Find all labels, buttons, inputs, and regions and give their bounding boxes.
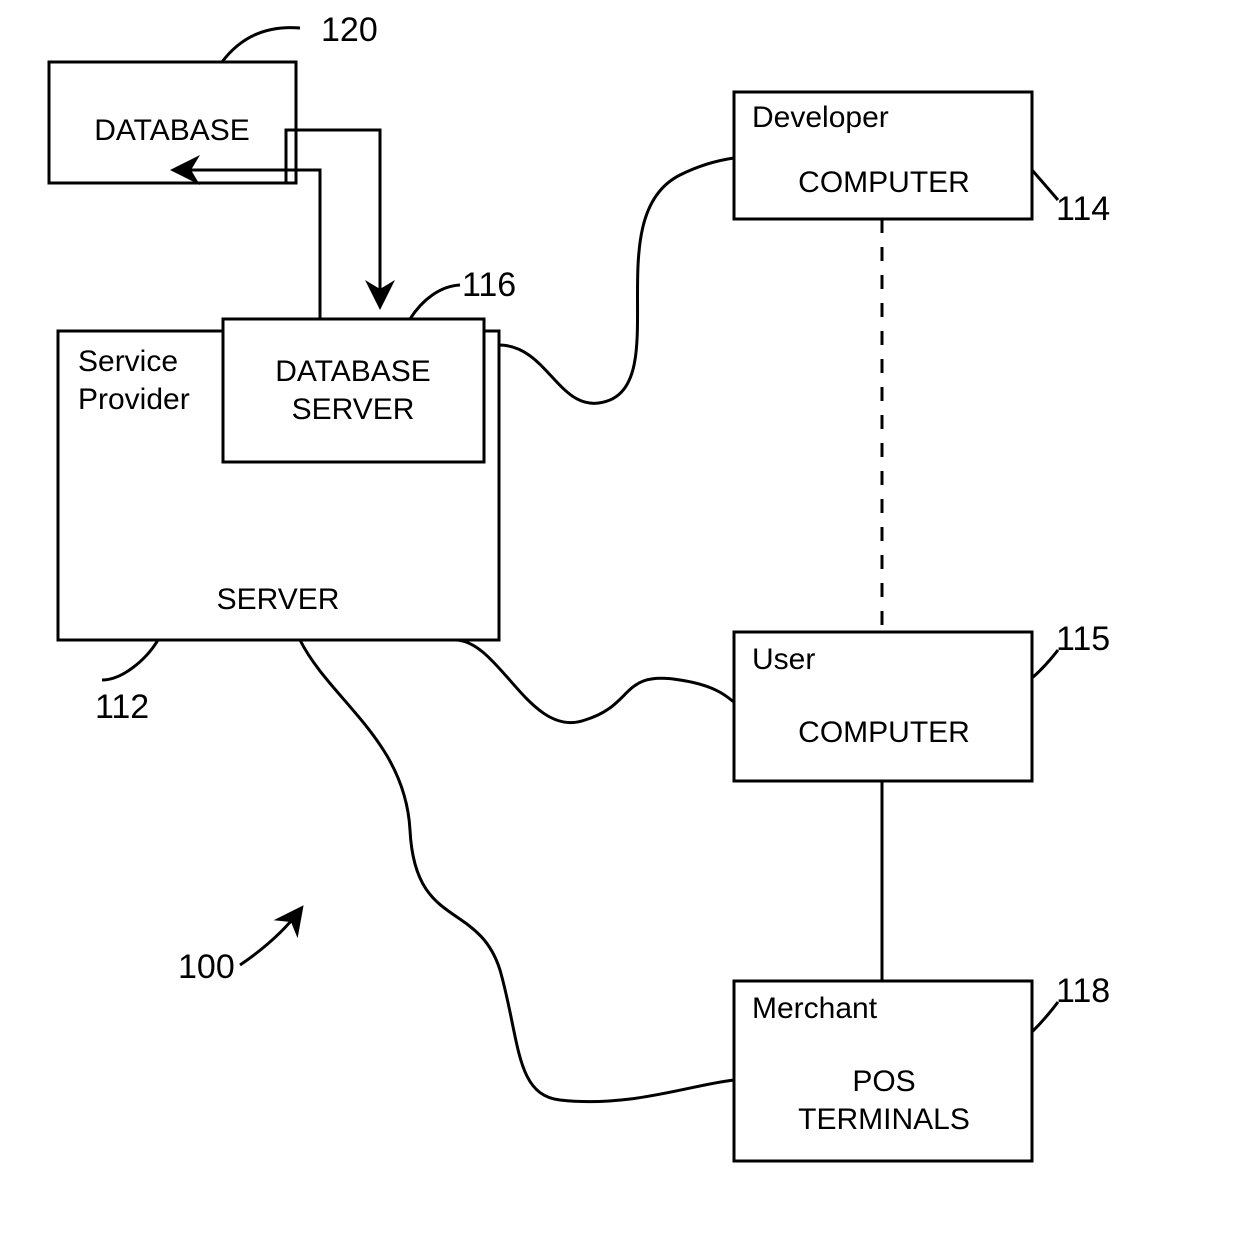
database_server-label-1: SERVER: [292, 393, 415, 426]
merchant-ref: 118: [1056, 972, 1110, 1010]
user-label-1: COMPUTER: [798, 716, 970, 749]
developer-label-0: Developer: [752, 101, 889, 134]
service_provider-label-2: SERVER: [217, 583, 340, 616]
user-label-0: User: [752, 643, 815, 676]
database-label-0: DATABASE: [94, 114, 250, 147]
developer-label-1: COMPUTER: [798, 166, 970, 199]
merchant-label-2: TERMINALS: [798, 1103, 970, 1136]
merchant-label-1: POS: [852, 1065, 915, 1098]
user-ref: 115: [1056, 620, 1110, 658]
service_provider-label-1: Provider: [78, 383, 190, 416]
service_provider-label-0: Service: [78, 345, 178, 378]
database_server-box: [223, 319, 484, 462]
merchant-label-0: Merchant: [752, 992, 878, 1025]
service_provider-ref: 112: [95, 688, 149, 726]
developer-ref: 114: [1056, 190, 1110, 228]
figure-ref-label: 100: [178, 948, 235, 986]
database_server-ref: 116: [462, 266, 516, 304]
database-ref: 120: [321, 11, 378, 49]
database_server-label-0: DATABASE: [275, 355, 431, 388]
